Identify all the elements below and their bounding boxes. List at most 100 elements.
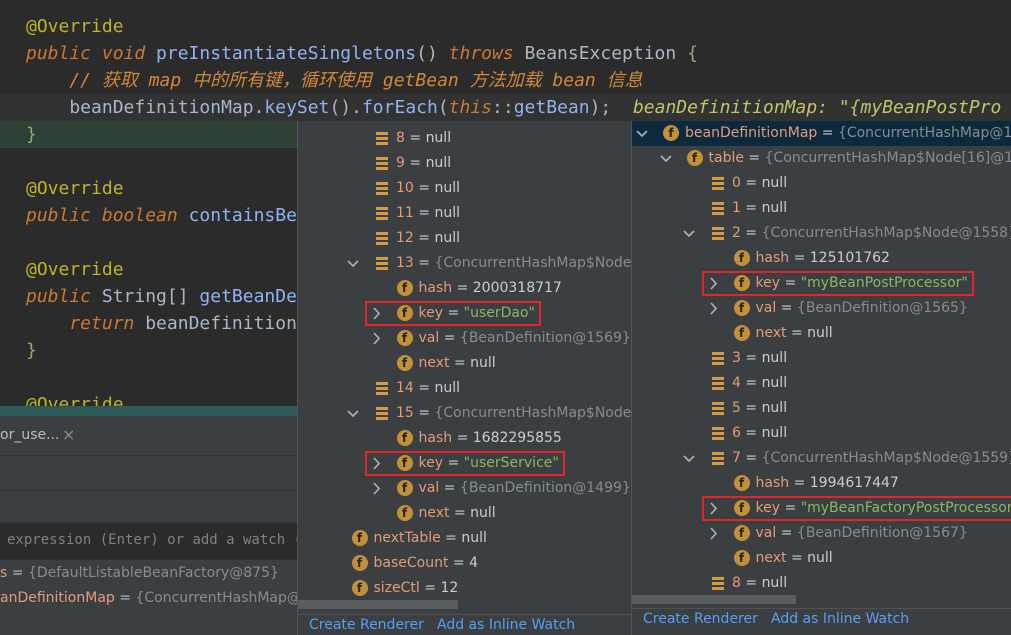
tree-row[interactable]: 11 = null <box>298 201 631 226</box>
tree-row[interactable]: f key = "userDao" <box>298 300 631 326</box>
node-value: null <box>761 200 788 216</box>
tab-close[interactable]: × <box>62 425 76 444</box>
tree-row[interactable]: 10 = null <box>298 176 631 201</box>
expand-arrow[interactable] <box>344 403 374 424</box>
chevron <box>347 409 359 417</box>
tree-row[interactable]: f next = null <box>298 351 631 376</box>
tree-row[interactable]: 1 = null <box>632 196 1011 221</box>
tree-row[interactable]: 15 = {ConcurrentHashMap$Node@ <box>298 401 631 426</box>
inline-watch-link[interactable]: Add as Inline Watch <box>437 617 576 633</box>
tree-row[interactable]: f val = {BeanDefinition@1499} <box>298 476 631 501</box>
expand-arrow[interactable] <box>344 253 374 274</box>
tree-node: 2 = {ConcurrentHashMap$Node@1558} "m <box>678 221 1011 246</box>
tree-row[interactable]: f baseCount = 4 <box>298 551 631 576</box>
code-token: containsBe <box>188 204 297 226</box>
code-line: } <box>0 337 1011 364</box>
arrow-box <box>680 373 710 394</box>
tree-row[interactable]: 8 = null <box>632 571 1011 596</box>
tree-row[interactable]: f val = {BeanDefinition@1567} <box>632 521 1011 546</box>
code-text: public String[] getBeanDe <box>26 283 297 310</box>
tree-row[interactable]: f key = "myBeanFactoryPostProcessor" <box>632 495 1011 521</box>
tree-row[interactable]: 4 = null <box>632 371 1011 396</box>
expand-arrow[interactable] <box>680 448 710 469</box>
tree-node: f val = {BeanDefinition@1569} <box>365 326 632 351</box>
tree-row[interactable]: f hash = 1682295855 <box>298 426 631 451</box>
expand-arrow[interactable] <box>704 498 734 519</box>
tree-row[interactable]: f nextTable = null <box>298 526 631 551</box>
tree-row[interactable]: f sizeCtl = 12 <box>298 576 631 601</box>
tree-row[interactable]: f table = {ConcurrentHashMap$Node[16]@155 <box>632 146 1011 171</box>
tree-row[interactable]: 13 = {ConcurrentHashMap$Node@ <box>298 251 631 276</box>
tree-node: f next = null <box>365 501 502 526</box>
node-value: {ConcurrentHashMap$Node@1559} "m <box>761 450 1011 466</box>
expand-arrow[interactable] <box>704 298 734 319</box>
separator: = <box>7 565 28 581</box>
field-icon: f <box>733 475 750 491</box>
separator: = <box>449 355 471 371</box>
tree-row[interactable]: 9 = null <box>298 151 631 176</box>
variable-row: s = {DefaultListableBeanFactory@875} <box>0 561 279 586</box>
separator: = <box>404 130 426 146</box>
separator: = <box>413 380 435 396</box>
tree-row[interactable]: f beanDefinitionMap = {ConcurrentHashMap@… <box>632 121 1011 146</box>
code-token: ( <box>437 96 449 118</box>
inline-watch-link[interactable]: Add as Inline Watch <box>771 611 910 627</box>
expand-arrow[interactable] <box>367 478 397 499</box>
tree-row[interactable]: f hash = 2000318717 <box>298 276 631 301</box>
tree-row[interactable]: 3 = null <box>632 346 1011 371</box>
separator: = <box>449 505 471 521</box>
debug-popup: f beanDefinitionMap = {ConcurrentHashMap@… <box>631 121 1011 635</box>
icon-bar <box>712 357 724 360</box>
node-name: 13 <box>396 255 414 271</box>
node-name: val <box>755 300 777 316</box>
tree-row[interactable]: 5 = null <box>632 396 1011 421</box>
tree-row[interactable]: 8 = null <box>298 126 631 151</box>
node-name: hash <box>755 250 790 266</box>
tree-row[interactable]: 6 = null <box>632 421 1011 446</box>
code-token: . <box>253 96 265 118</box>
tree-row[interactable]: f hash = 1994617447 <box>632 471 1011 496</box>
expand-arrow[interactable] <box>367 328 397 349</box>
tree-row[interactable]: f key = "myBeanPostProcessor" <box>632 270 1011 296</box>
element-icon <box>376 182 388 195</box>
expand-arrow[interactable] <box>657 148 687 169</box>
separator: = <box>740 375 762 391</box>
tree-row[interactable]: 7 = {ConcurrentHashMap$Node@1559} "m <box>632 446 1011 471</box>
icon-bar <box>712 232 724 235</box>
field-icon: f <box>396 305 413 321</box>
field-icon: f <box>733 300 750 316</box>
watch-input[interactable]: expression (Enter) or add a watch (C <box>0 522 310 560</box>
tree-row[interactable]: 2 = {ConcurrentHashMap$Node@1558} "m <box>632 221 1011 246</box>
tree-row[interactable]: 12 = null <box>298 226 631 251</box>
tree-row[interactable]: f next = null <box>632 321 1011 346</box>
tree-row[interactable]: f val = {BeanDefinition@1569} <box>298 326 631 351</box>
tree-row[interactable]: f val = {BeanDefinition@1565} <box>632 296 1011 321</box>
tree-row[interactable]: f key = "userService" <box>298 450 631 476</box>
create-renderer-link[interactable]: Create Renderer <box>309 617 424 633</box>
arrow-box <box>367 478 397 499</box>
tree-row[interactable]: f hash = 125101762 <box>632 246 1011 271</box>
chevron <box>636 129 648 137</box>
expand-arrow[interactable] <box>633 123 663 144</box>
element-icon <box>376 257 388 270</box>
icon-bar <box>376 412 388 415</box>
tree-node: 8 = null <box>342 126 457 151</box>
separator: = <box>413 205 435 221</box>
tree-node: 12 = null <box>342 226 466 251</box>
tree-node: f key = "userService" <box>364 450 565 476</box>
tree-row[interactable]: 14 = null <box>298 376 631 401</box>
expand-arrow[interactable] <box>367 453 397 474</box>
tab-title[interactable]: or_use... <box>0 427 60 443</box>
expand-arrow[interactable] <box>680 223 710 244</box>
tree-row[interactable]: f next = null <box>632 546 1011 571</box>
node-name: 9 <box>396 155 405 171</box>
separator: = <box>740 425 762 441</box>
expand-arrow[interactable] <box>704 273 734 294</box>
tree-row[interactable]: 0 = null <box>632 171 1011 196</box>
tree-row[interactable]: f next = null <box>298 501 631 526</box>
variable-name: s <box>0 565 8 581</box>
create-renderer-link[interactable]: Create Renderer <box>643 611 758 627</box>
chevron <box>372 481 380 495</box>
expand-arrow[interactable] <box>704 523 734 544</box>
expand-arrow[interactable] <box>367 303 397 324</box>
